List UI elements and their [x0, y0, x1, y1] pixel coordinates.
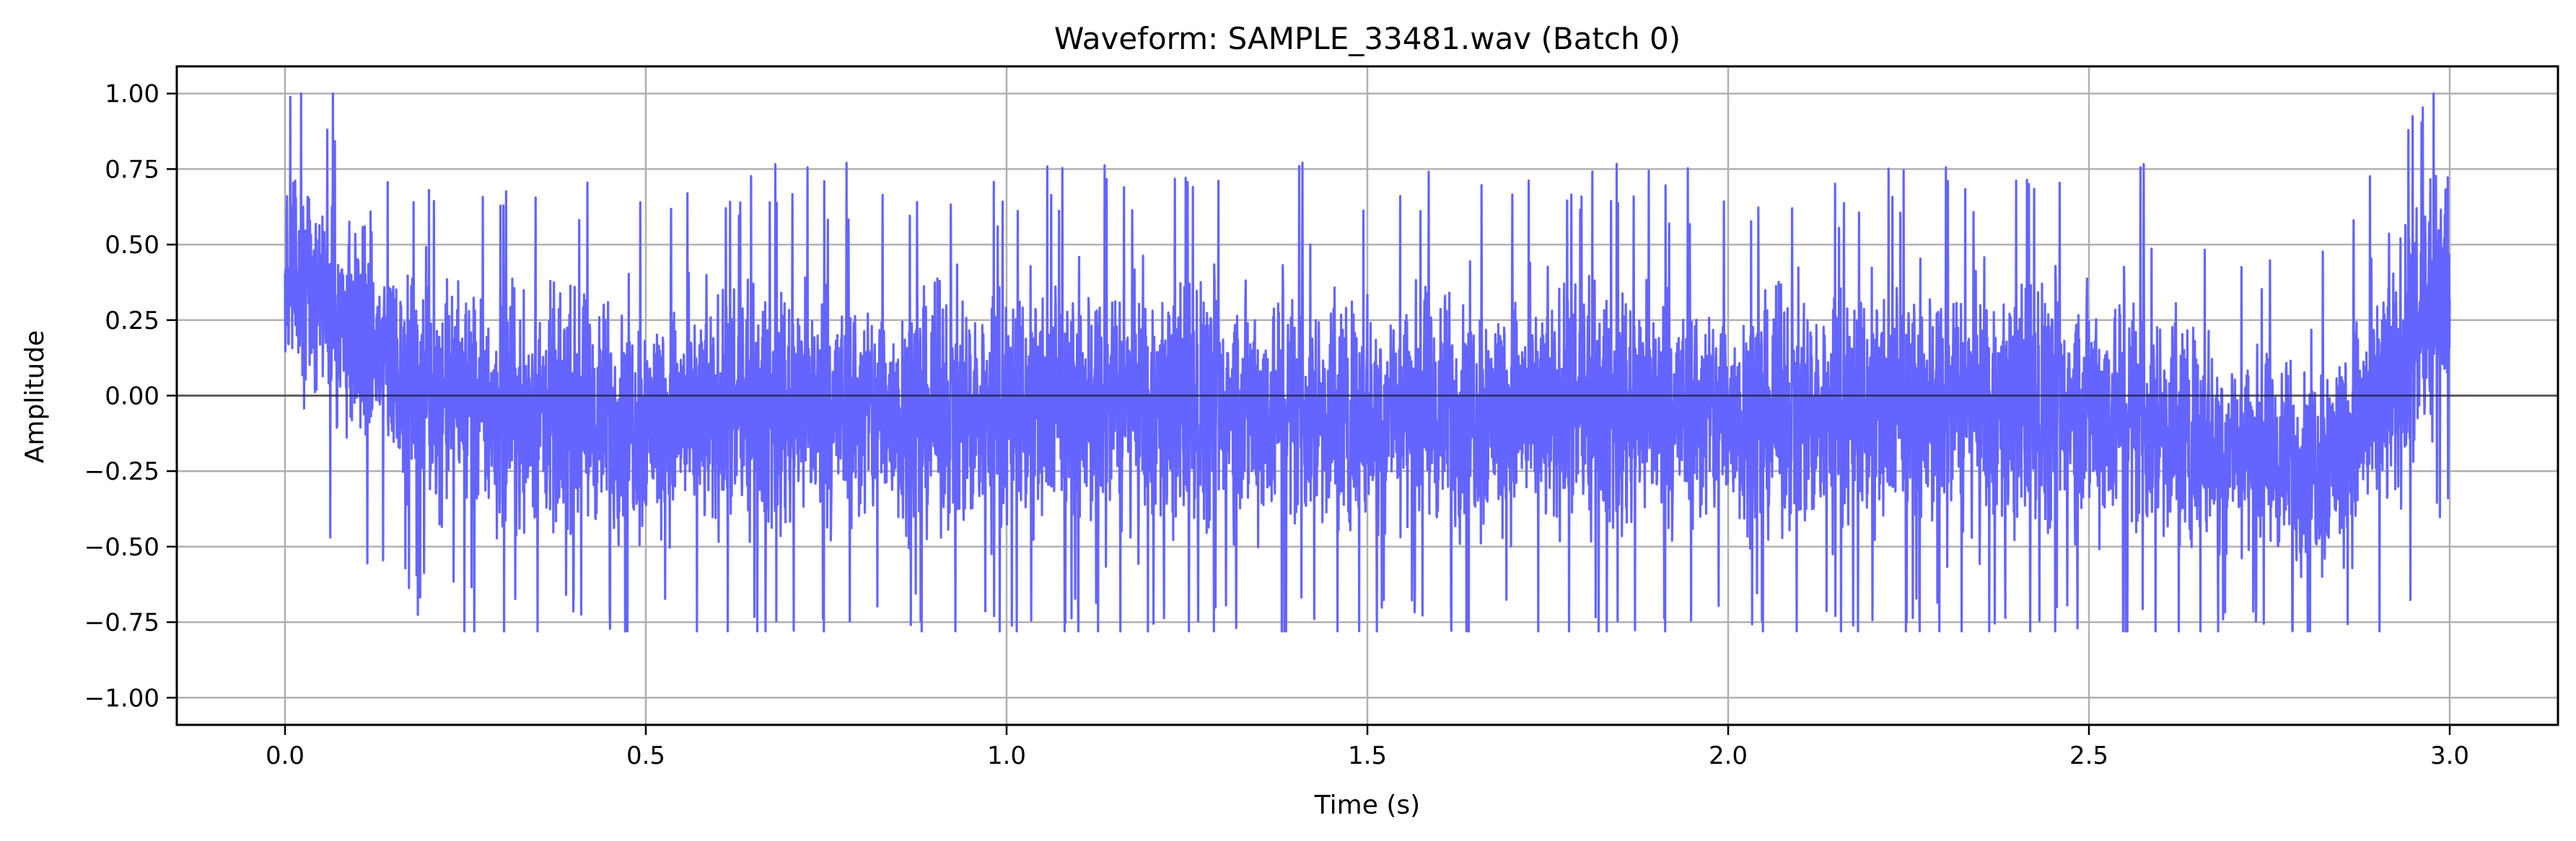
x-tick-label: 0.0	[266, 741, 305, 770]
y-tick-label: −1.00	[84, 684, 159, 713]
waveform-series	[284, 92, 2451, 633]
x-tick-label: 2.0	[1709, 741, 1748, 770]
x-tick-label: 3.0	[2430, 741, 2469, 770]
y-axis-label: Amplitude	[20, 330, 50, 463]
x-axis-label: Time (s)	[1314, 791, 1420, 820]
y-tick-label: 1.00	[105, 80, 159, 109]
x-tick-label: 0.5	[626, 741, 665, 770]
chart-title: Waveform: SAMPLE_33481.wav (Batch 0)	[1054, 21, 1681, 56]
y-tick-label: 0.75	[105, 155, 159, 184]
y-tick-label: −0.75	[84, 609, 159, 638]
y-tick-label: −0.25	[84, 457, 159, 486]
y-tick-label: 0.50	[105, 231, 159, 260]
y-axis: 1.00 0.75 0.50 0.25 0.00 −0.25 −0.50 −0.75 −1.00	[84, 80, 177, 713]
y-tick-label: 0.00	[105, 382, 159, 411]
x-tick-label: 1.0	[987, 741, 1026, 770]
x-tick-label: 2.5	[2069, 741, 2108, 770]
waveform-line	[284, 92, 2451, 633]
x-axis: 0.0 0.5 1.0 1.5 2.0 2.5 3.0	[266, 725, 2469, 770]
y-tick-label: 0.25	[105, 307, 159, 335]
y-tick-label: −0.50	[84, 533, 159, 562]
x-tick-label: 1.5	[1348, 741, 1387, 770]
